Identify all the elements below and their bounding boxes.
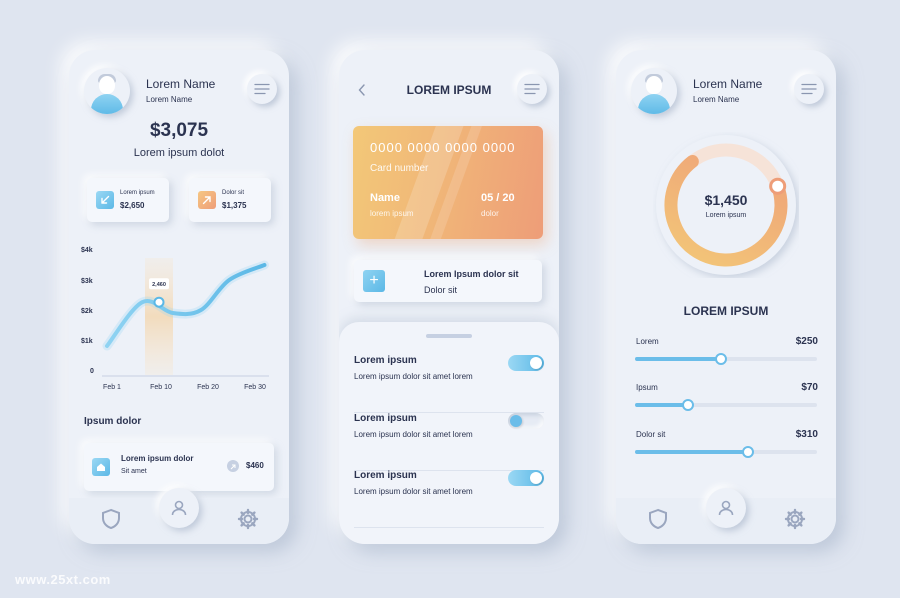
- transaction-title: Lorem ipsum dolor: [121, 454, 194, 463]
- card-holder-label: lorem ipsum: [370, 209, 414, 218]
- watermark-text: www.25xt.com: [15, 572, 111, 587]
- page-title: LOREM IPSUM: [406, 83, 492, 97]
- series-line-glow: [102, 260, 269, 351]
- add-card-title: Lorem Ipsum dolor sit: [424, 269, 519, 279]
- y-tick-label: $4k: [81, 247, 93, 254]
- credit-card[interactable]: 0000 0000 0000 0000 Card number Name lor…: [353, 126, 543, 239]
- tooltip-box: [149, 278, 169, 290]
- stat-label: Lorem ipsum: [120, 190, 155, 196]
- y-tick-label: $2k: [81, 308, 93, 315]
- expense-card[interactable]: Dolor sit $1,375: [189, 178, 271, 222]
- slider-track[interactable]: [635, 353, 817, 365]
- menu-icon[interactable]: [517, 74, 547, 104]
- settings-sheet: Lorem ipsum Lorem ipsum dolor sit amet l…: [339, 322, 559, 544]
- add-card-row[interactable]: + Lorem Ipsum dolor sit Dolor sit: [354, 260, 542, 302]
- y-tick-label: 0: [90, 368, 94, 375]
- slider-fill: [635, 403, 688, 407]
- arrow-up-right-icon: [198, 191, 216, 209]
- donut-label: Lorem ipsum: [705, 212, 747, 219]
- x-tick-label: Feb 10: [150, 384, 172, 391]
- gear-icon[interactable]: [237, 508, 259, 530]
- slider-value: $310: [795, 429, 818, 440]
- slider-fill: [635, 450, 748, 454]
- drag-handle[interactable]: [426, 334, 472, 338]
- chevron-left-icon[interactable]: [357, 83, 367, 97]
- tooltip-label: 2,460: [152, 282, 166, 288]
- stat-label: Dolor sit: [222, 190, 245, 196]
- transaction-item[interactable]: Lorem ipsum dolor Sit amet $460: [84, 443, 274, 491]
- user-icon[interactable]: [706, 488, 746, 528]
- data-point[interactable]: [153, 296, 165, 308]
- menu-icon[interactable]: [794, 74, 824, 104]
- user-subtitle: Lorem Name: [693, 95, 740, 104]
- shield-icon[interactable]: [100, 508, 122, 530]
- donut-amount: $1,450: [704, 192, 748, 208]
- card-number-label: Card number: [370, 163, 429, 174]
- stat-value: $2,650: [120, 201, 145, 210]
- setting-title: Lorem ipsum: [354, 355, 417, 366]
- arrow-down-left-icon: [96, 191, 114, 209]
- setting-row: Lorem ipsum Lorem ipsum dolor sit amet l…: [354, 470, 544, 528]
- add-card-subtitle: Dolor sit: [424, 285, 458, 295]
- card-expiry: 05 / 20: [481, 192, 515, 204]
- y-tick-label: $1k: [81, 338, 93, 345]
- user-name: Lorem Name: [693, 77, 763, 91]
- phone-screen-budget: Lorem Name Lorem Name $1,450 Lorem ipsum…: [616, 50, 836, 544]
- highlight-band: [145, 258, 173, 375]
- balance-label: Lorem ipsum dolot: [133, 147, 225, 159]
- stat-value: $1,375: [222, 201, 247, 210]
- y-tick-label: $3k: [81, 278, 93, 285]
- setting-description: Lorem ipsum dolor sit amet lorem: [354, 430, 473, 439]
- line-chart: 2,460: [102, 258, 269, 377]
- home-icon: [92, 458, 110, 476]
- slider-fill: [635, 357, 721, 361]
- user-name: Lorem Name: [146, 77, 216, 91]
- slider-label: Dolor sit: [636, 430, 666, 439]
- section-title: Ipsum dolor: [84, 416, 142, 427]
- x-tick-label: Feb 20: [197, 384, 219, 391]
- toggle-switch[interactable]: [508, 470, 544, 486]
- card-number: 0000 0000 0000 0000: [370, 140, 516, 155]
- slider-label: Lorem: [636, 337, 659, 346]
- donut-handle[interactable]: [769, 177, 787, 195]
- user-subtitle: Lorem Name: [146, 95, 193, 104]
- phone-screen-card: LOREM IPSUM 0000 0000 0000 0000 Card num…: [339, 50, 559, 544]
- setting-description: Lorem ipsum dolor sit amet lorem: [354, 372, 473, 381]
- slider-thumb[interactable]: [681, 399, 694, 411]
- x-tick-label: Feb 30: [244, 384, 266, 391]
- slider-value: $250: [795, 336, 818, 347]
- slider-thumb[interactable]: [741, 446, 754, 458]
- section-title: LOREM IPSUM: [683, 304, 769, 318]
- setting-title: Lorem ipsum: [354, 470, 417, 481]
- donut-chart: [656, 135, 796, 275]
- plus-icon[interactable]: +: [363, 270, 385, 292]
- user-avatar-icon[interactable]: [84, 68, 130, 114]
- slider-track[interactable]: [635, 399, 817, 411]
- setting-description: Lorem ipsum dolor sit amet lorem: [354, 487, 473, 496]
- slider-thumb[interactable]: [714, 353, 727, 365]
- card-holder-name: Name: [370, 192, 400, 204]
- shield-icon[interactable]: [647, 508, 669, 530]
- series-line: [105, 263, 267, 348]
- toggle-switch[interactable]: [508, 355, 544, 371]
- phone-screen-dashboard: Lorem Name Lorem Name $3,075 Lorem ipsum…: [69, 50, 289, 544]
- setting-row: Lorem ipsum Lorem ipsum dolor sit amet l…: [354, 413, 544, 471]
- transaction-subtitle: Sit amet: [121, 468, 147, 475]
- transaction-amount: $460: [246, 461, 264, 470]
- setting-row: Lorem ipsum Lorem ipsum dolor sit amet l…: [354, 355, 544, 413]
- income-card[interactable]: Lorem ipsum $2,650: [87, 178, 169, 222]
- slider-label: Ipsum: [636, 383, 658, 392]
- slider-value: $70: [801, 382, 818, 393]
- toggle-switch[interactable]: [508, 413, 544, 429]
- user-avatar-icon[interactable]: [631, 68, 677, 114]
- arrow-badge-icon: [227, 460, 239, 472]
- gear-icon[interactable]: [784, 508, 806, 530]
- x-tick-label: Feb 1: [103, 384, 121, 391]
- balance-amount: $3,075: [149, 120, 209, 141]
- menu-icon[interactable]: [247, 74, 277, 104]
- setting-title: Lorem ipsum: [354, 413, 417, 424]
- user-icon[interactable]: [159, 488, 199, 528]
- slider-track[interactable]: [635, 446, 817, 458]
- card-expiry-label: dolor: [481, 209, 499, 218]
